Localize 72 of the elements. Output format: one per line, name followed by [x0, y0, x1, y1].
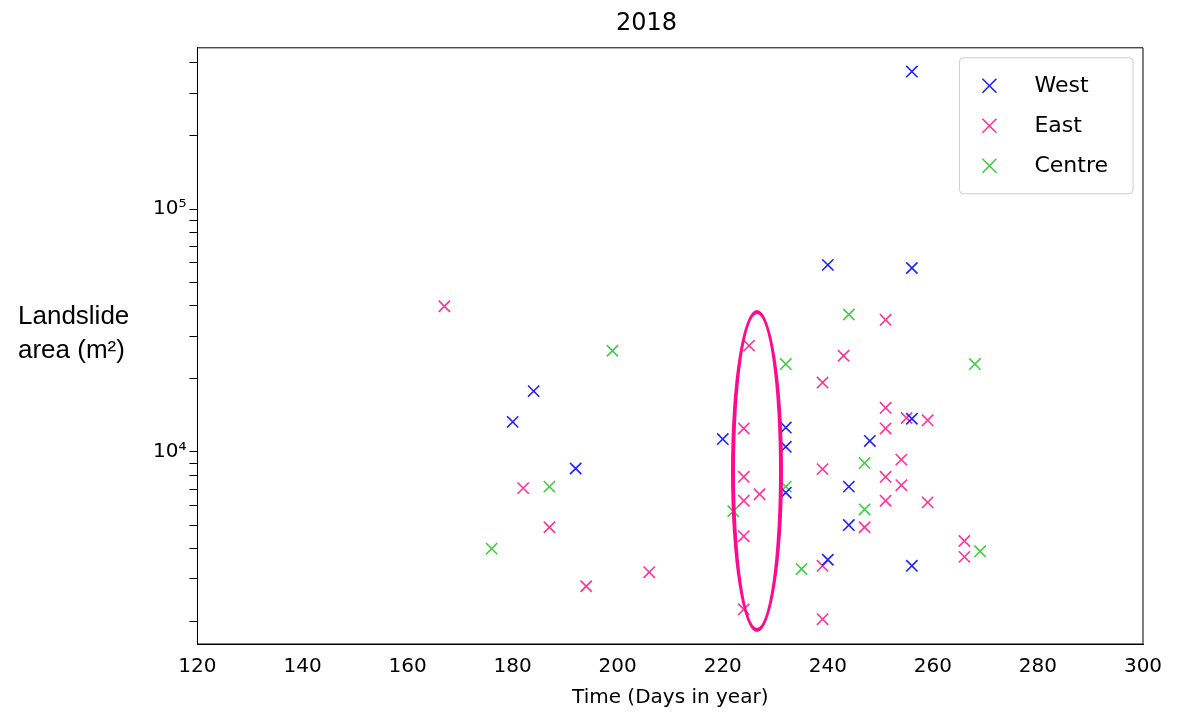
x-axis-title: Time (Days in year)	[571, 684, 769, 709]
point	[579, 579, 593, 593]
point	[905, 412, 919, 426]
point	[842, 518, 856, 532]
x-tick-label: 240	[808, 653, 847, 678]
x-tick-label: 280	[1018, 653, 1058, 678]
point	[527, 384, 541, 398]
point	[879, 313, 893, 327]
point	[968, 357, 982, 371]
point	[973, 544, 987, 558]
y-tick-label: 10⁵	[153, 195, 187, 220]
point	[737, 421, 751, 435]
point	[437, 299, 451, 313]
point	[837, 349, 851, 363]
point	[506, 415, 520, 429]
y-axis-title: Landslide area (m²)	[18, 299, 131, 366]
point	[821, 553, 835, 567]
point	[863, 434, 877, 448]
point	[605, 344, 619, 358]
point	[905, 559, 919, 573]
x-tick-label: 200	[598, 653, 637, 678]
point	[905, 65, 919, 79]
point	[894, 478, 908, 492]
point	[879, 494, 893, 508]
point	[737, 470, 751, 484]
point	[879, 401, 893, 415]
point	[842, 308, 856, 321]
point	[879, 421, 893, 435]
legend-label: West	[1034, 71, 1089, 97]
point	[900, 411, 914, 425]
x-tick-label: 220	[703, 653, 742, 678]
point	[894, 453, 908, 467]
point	[737, 494, 751, 508]
point	[742, 339, 756, 353]
point	[737, 529, 751, 543]
point	[842, 480, 856, 494]
point	[569, 462, 583, 475]
legend-label: East	[1034, 111, 1083, 137]
point	[957, 534, 971, 548]
point	[753, 487, 766, 501]
x-tick-label: 260	[913, 653, 952, 678]
point	[542, 480, 556, 494]
legend-label: Centre	[1034, 151, 1108, 177]
point	[858, 456, 872, 470]
x-tick-label: 140	[283, 653, 322, 678]
point	[795, 562, 809, 576]
x-tick-label: 160	[388, 653, 427, 678]
point	[957, 550, 971, 564]
point	[816, 462, 830, 476]
point	[737, 602, 751, 616]
x-tick-label: 120	[178, 653, 217, 678]
point	[921, 413, 935, 427]
point	[858, 520, 872, 534]
point	[716, 432, 730, 446]
point	[779, 357, 793, 371]
point	[516, 481, 530, 495]
chart-title: 2018	[615, 7, 678, 36]
point	[858, 502, 872, 516]
point	[921, 495, 935, 509]
y-tick-label: 10⁴	[153, 438, 187, 463]
point	[821, 258, 835, 272]
x-tick-label: 180	[493, 653, 532, 678]
point	[485, 542, 499, 556]
point	[816, 559, 830, 573]
point	[542, 520, 556, 534]
point	[816, 612, 830, 626]
point	[779, 421, 793, 435]
point	[879, 470, 893, 484]
point	[642, 565, 656, 579]
x-tick-label: 300	[1123, 653, 1163, 678]
point	[816, 376, 830, 390]
point	[905, 261, 919, 275]
